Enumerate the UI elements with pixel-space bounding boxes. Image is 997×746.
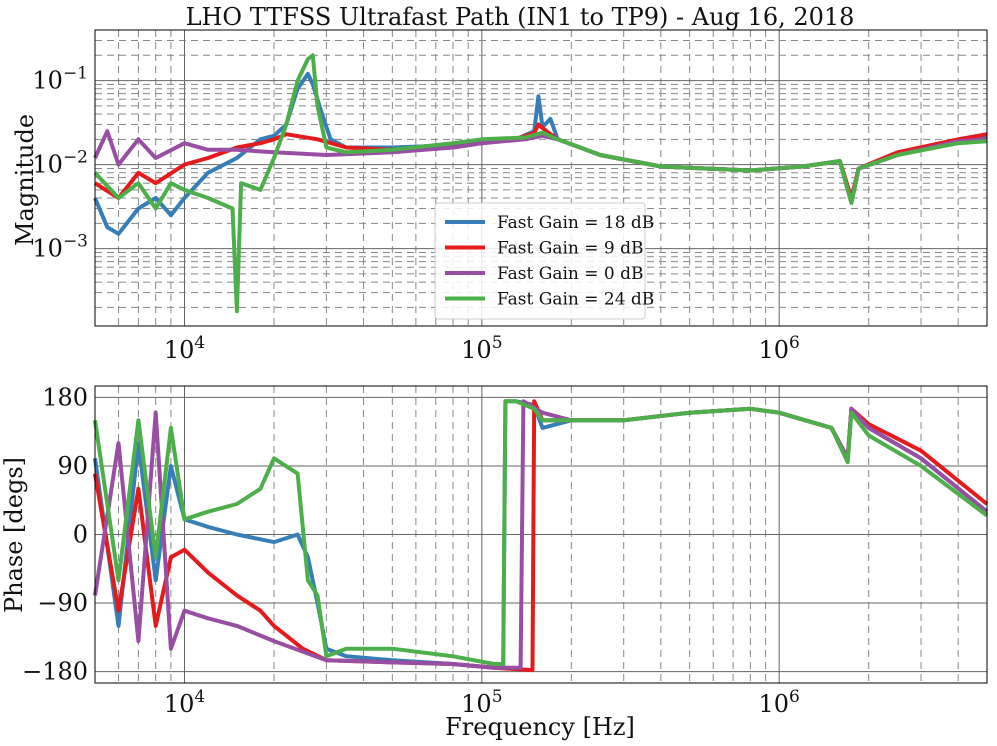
phase-panel: 104 105 106 180 90 0 −90 −180 Phase [degs] <box>0 383 989 718</box>
legend: Fast Gain = 18 dB Fast Gain = 9 dB Fast Ga… <box>434 202 654 320</box>
tick-label: 10−3 <box>32 232 88 263</box>
phase-grid <box>94 386 988 683</box>
magnitude-series-line <box>93 53 988 314</box>
tick-label: 104 <box>164 687 205 718</box>
phase-axes-frame <box>94 385 988 684</box>
phase-ylabel: Phase [degs] <box>0 457 28 613</box>
magnitude-series <box>93 53 988 314</box>
tick-label: −180 <box>22 658 88 686</box>
tick-label: −90 <box>37 589 88 617</box>
phase-tick-labels: 104 105 106 180 90 0 −90 −180 <box>22 383 800 718</box>
chart-title: LHO TTFSS Ultrafast Path (IN1 to TP9) - … <box>186 3 855 31</box>
legend-label: Fast Gain = 18 dB <box>497 213 654 233</box>
magnitude-panel: 104 105 106 10−3 10−2 10−1 Magnitude Fast Gai… <box>11 29 988 364</box>
phase-series <box>93 399 989 673</box>
phase-series-line <box>93 399 989 666</box>
magnitude-tick-labels: 104 105 106 10−3 10−2 10−1 <box>32 64 799 364</box>
tick-label: 104 <box>164 333 205 364</box>
x-axis-label: Frequency [Hz] <box>445 713 635 741</box>
tick-label: 105 <box>461 687 502 718</box>
magnitude-axes-frame <box>94 29 988 327</box>
legend-label: Fast Gain = 24 dB <box>497 290 654 310</box>
magnitude-ylabel: Magnitude <box>11 114 39 246</box>
tick-label: 10−2 <box>32 148 88 179</box>
tick-label: 105 <box>461 333 502 364</box>
phase-series-line <box>93 399 989 673</box>
tick-label: 106 <box>758 687 799 718</box>
tick-label: 90 <box>57 452 88 480</box>
legend-box <box>434 202 646 320</box>
legend-label: Fast Gain = 0 dB <box>497 264 643 284</box>
tick-label: 0 <box>73 521 88 549</box>
tick-label: 106 <box>758 333 799 364</box>
tick-label: 10−1 <box>32 64 88 95</box>
legend-label: Fast Gain = 9 dB <box>497 239 643 259</box>
tick-label: 180 <box>42 383 88 411</box>
